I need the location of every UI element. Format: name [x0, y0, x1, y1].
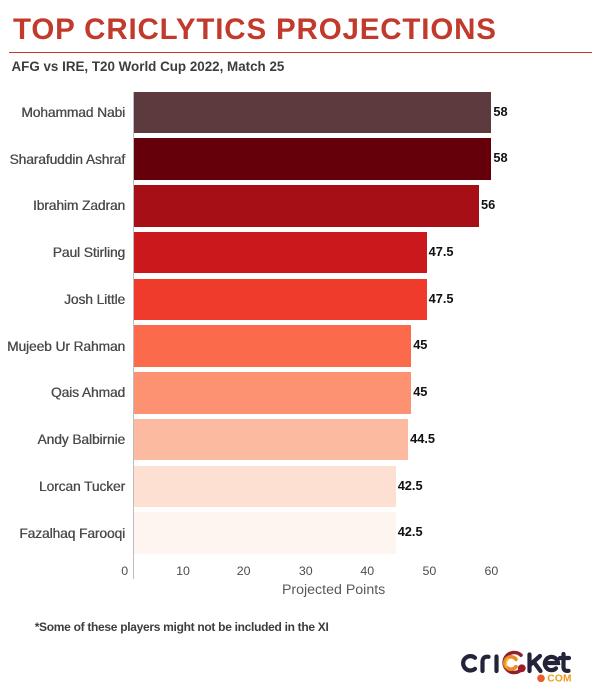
svg-text:COM: COM: [547, 673, 571, 684]
